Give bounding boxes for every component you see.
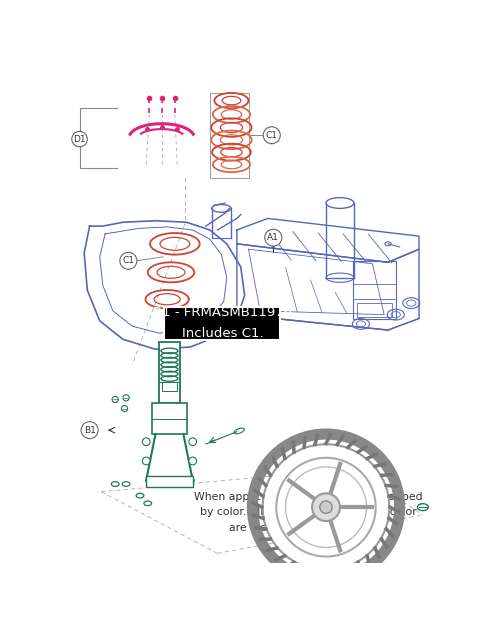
Circle shape <box>123 395 129 401</box>
Circle shape <box>122 406 128 411</box>
Bar <box>152 403 186 434</box>
Circle shape <box>72 132 88 147</box>
Circle shape <box>320 501 332 513</box>
Circle shape <box>142 457 150 465</box>
Circle shape <box>265 229 282 246</box>
Text: C1: C1 <box>122 256 134 265</box>
Bar <box>162 382 177 391</box>
Bar <box>146 477 192 487</box>
Text: B1 - FRMASMB11976
Includes C1.: B1 - FRMASMB11976 Includes C1. <box>153 306 292 341</box>
Circle shape <box>112 396 118 403</box>
Text: A1: A1 <box>268 233 279 242</box>
Circle shape <box>142 438 150 446</box>
FancyBboxPatch shape <box>164 307 280 340</box>
Ellipse shape <box>326 197 354 208</box>
Circle shape <box>189 438 196 446</box>
Circle shape <box>81 422 98 439</box>
Circle shape <box>263 127 280 144</box>
Circle shape <box>120 253 137 269</box>
Text: B1: B1 <box>84 425 96 435</box>
Circle shape <box>189 457 196 465</box>
Circle shape <box>312 493 340 521</box>
Bar <box>353 261 396 318</box>
Bar <box>357 303 392 317</box>
Text: D1: D1 <box>73 135 86 144</box>
Text: When applicable, assemblies are grouped
by color. All components with that color: When applicable, assemblies are grouped … <box>194 492 423 533</box>
Text: C1: C1 <box>266 131 278 140</box>
Ellipse shape <box>276 458 376 556</box>
Ellipse shape <box>262 444 390 570</box>
Bar <box>158 342 180 403</box>
